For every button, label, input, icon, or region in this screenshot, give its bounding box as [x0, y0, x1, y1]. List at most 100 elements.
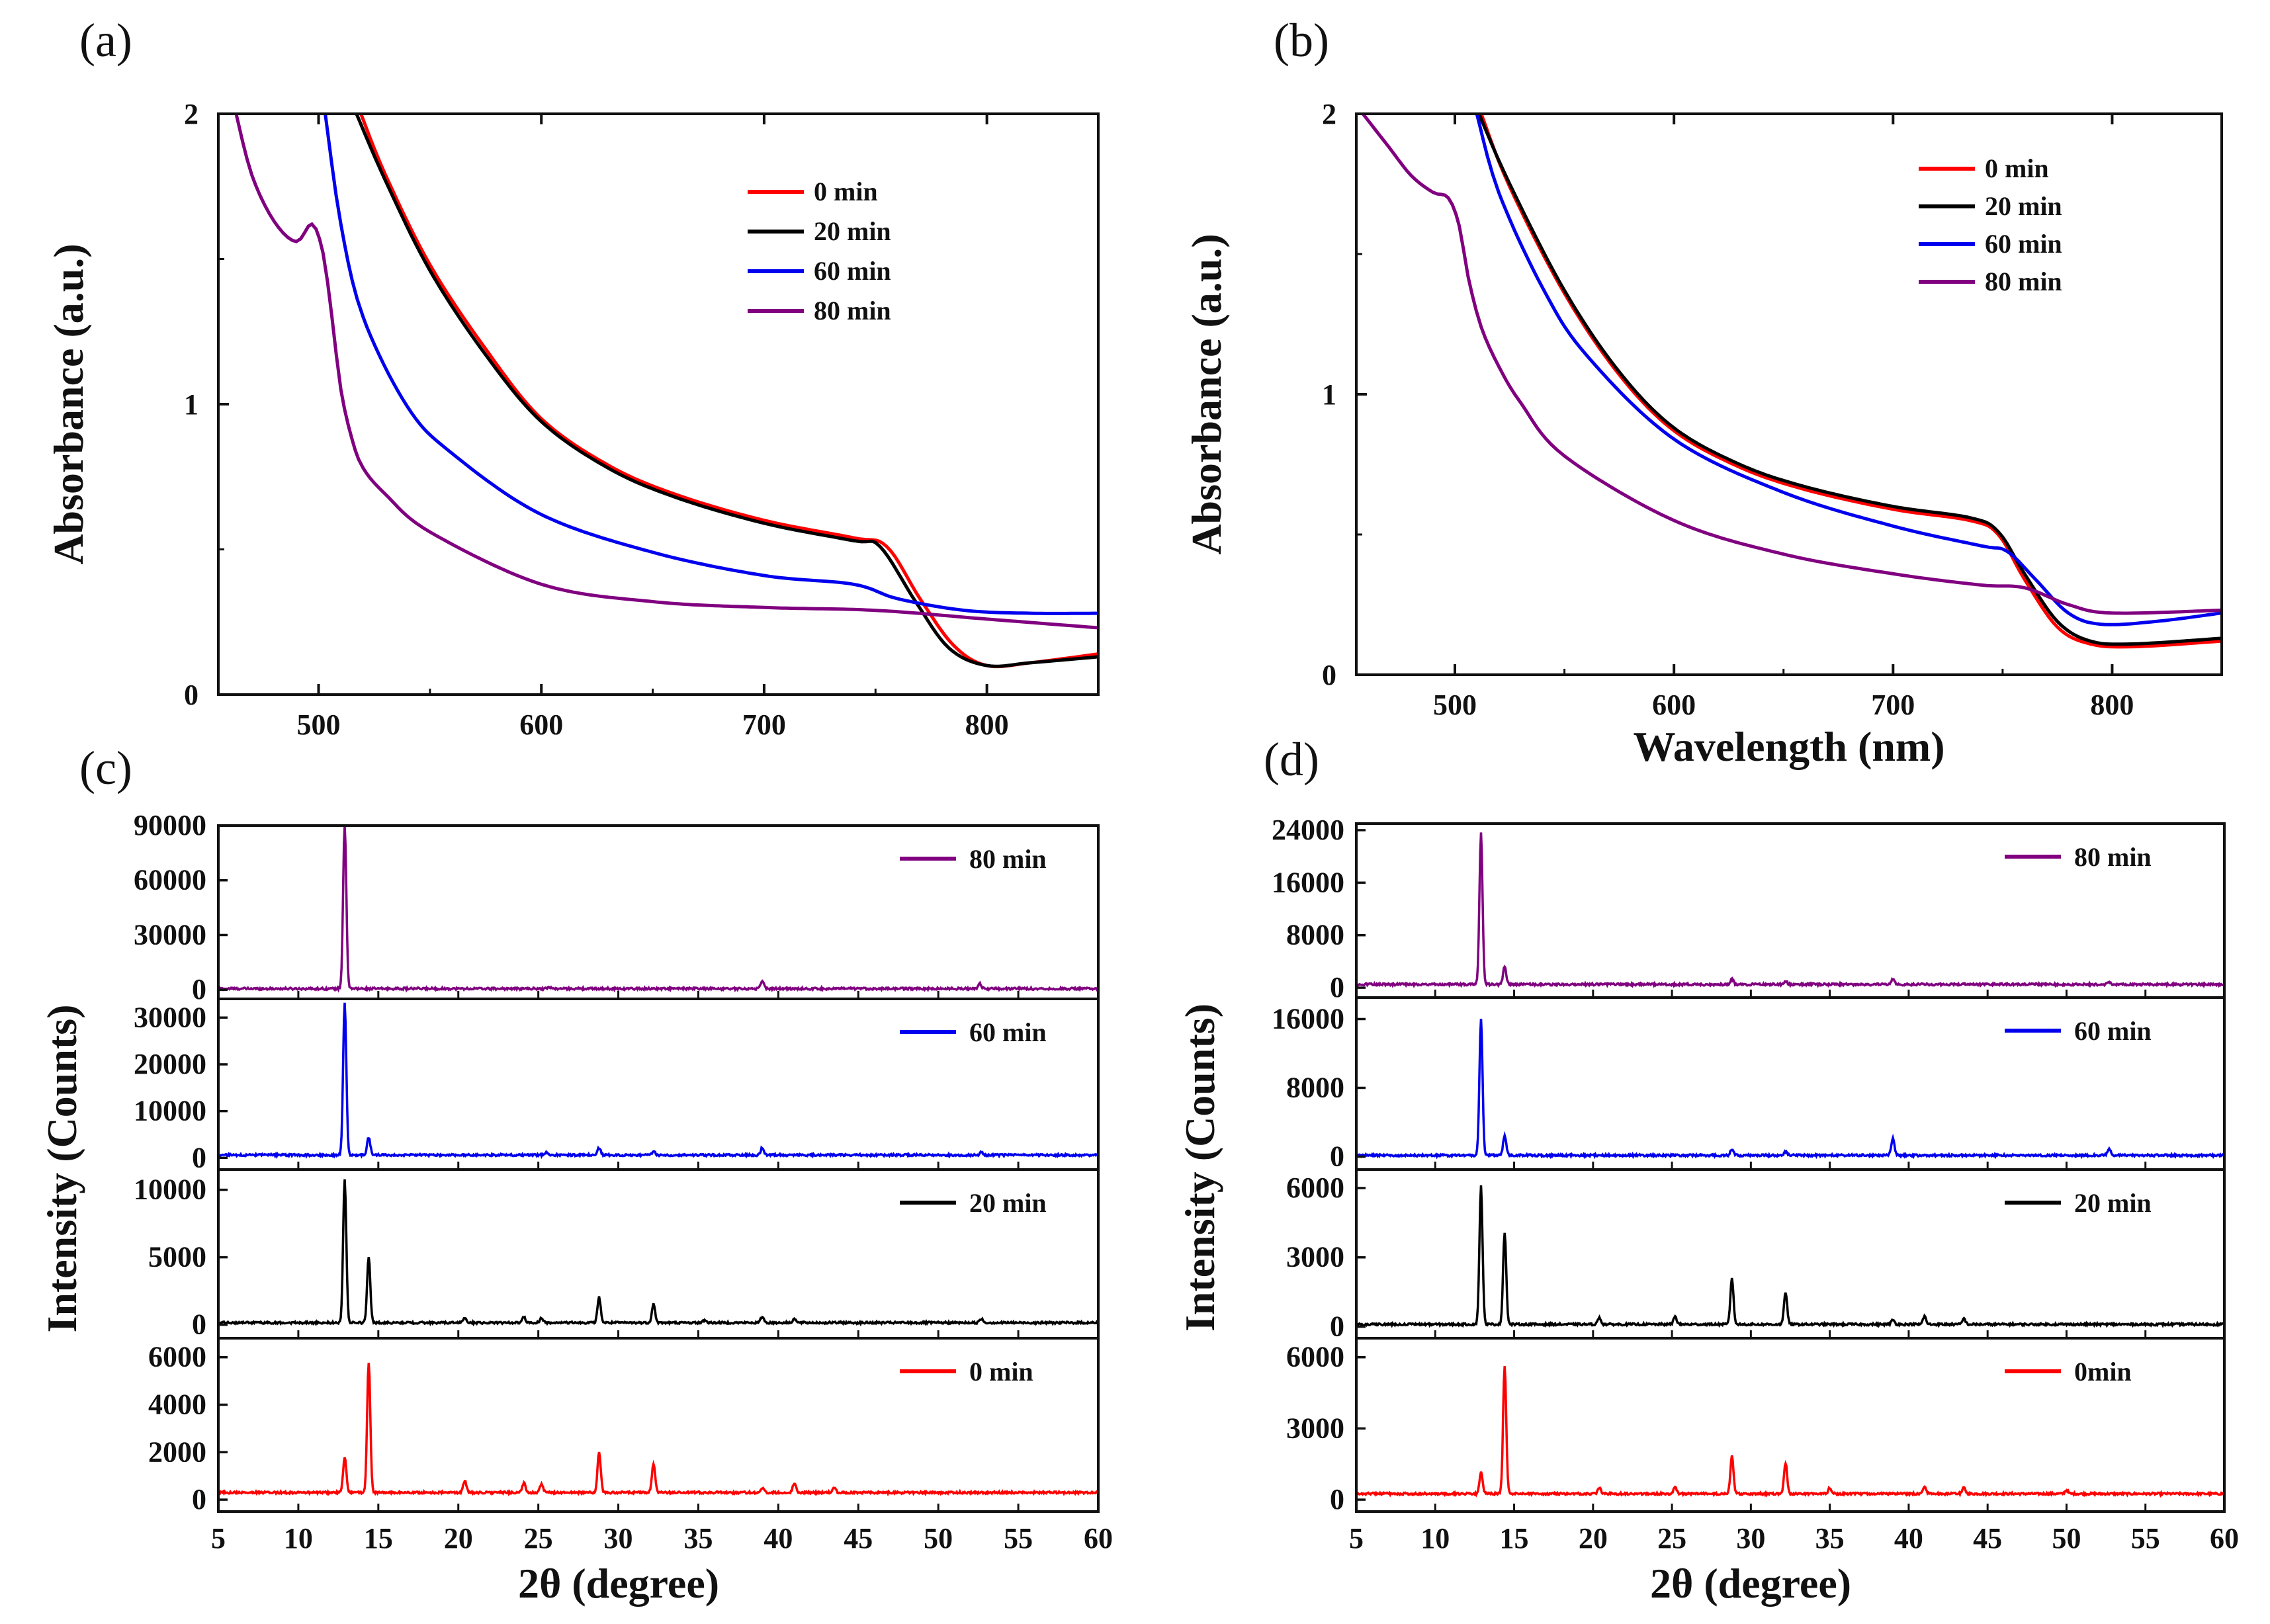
- x-tick-label: 55: [2131, 1522, 2160, 1555]
- panel-d: (d) 0 8000 16000 24000 80 min 0 8000 16000 60 min…: [1176, 733, 2239, 1607]
- x-tick-label: 800: [2090, 689, 2134, 721]
- x-tick-label: 500: [297, 708, 341, 741]
- y-tick-label: 0: [1322, 659, 1336, 691]
- y-tick-label: 1: [184, 388, 198, 421]
- xrd-trace-t20: [1356, 1185, 2226, 1328]
- xrd-trace-t60: [1356, 1019, 2226, 1160]
- x-tick-label: 600: [1652, 689, 1696, 721]
- panel-letter: (d): [1264, 733, 1319, 786]
- y-tick-label: 0: [1330, 1483, 1344, 1516]
- y-tick-label: 8000: [1286, 919, 1344, 951]
- plot-area: [234, 114, 1098, 669]
- xrd-trace-t20: [217, 1179, 1099, 1327]
- x-tick-label: 50: [924, 1522, 953, 1555]
- plot-area: [1361, 114, 2222, 649]
- subplot-frame: [217, 998, 1100, 1171]
- series-line-t20: [355, 114, 1098, 668]
- x-tick-label: 800: [965, 708, 1009, 741]
- legend-label-t80: 80 min: [969, 844, 1047, 874]
- panel-letter: (c): [79, 742, 132, 794]
- y-axis-label: Intensity (Counts): [38, 1004, 85, 1332]
- xrd-trace-t80: [1356, 832, 2226, 989]
- y-tick-label: 2000: [148, 1435, 206, 1468]
- x-tick-label: 35: [683, 1522, 713, 1555]
- y-tick-label: 1: [1322, 378, 1336, 411]
- series-line-t60: [1475, 114, 2222, 626]
- y-tick-label: 3000: [1286, 1412, 1344, 1444]
- subplot-frame: [217, 1337, 1100, 1513]
- x-tick-label: 700: [1871, 689, 1915, 721]
- y-tick-label: 10000: [134, 1174, 206, 1206]
- x-tick-label: 20: [1579, 1522, 1608, 1555]
- axis-frame: [217, 112, 1100, 696]
- legend-label-t80: 80 min: [1985, 267, 2062, 296]
- y-tick-label: 0: [192, 1308, 206, 1341]
- xrd-trace-t80: [217, 825, 1099, 993]
- xrd-trace-t0: [218, 1363, 1099, 1497]
- y-tick-label: 0: [184, 679, 198, 711]
- y-tick-label: 4000: [148, 1388, 206, 1420]
- xrd-trace-t60: [218, 1002, 1100, 1160]
- y-tick-label: 0: [1330, 1310, 1344, 1343]
- x-tick-label: 35: [1815, 1522, 1845, 1555]
- y-tick-label: 90000: [134, 809, 206, 841]
- legend-label-t60: 60 min: [814, 256, 891, 286]
- y-tick-label: 0: [192, 1141, 206, 1174]
- x-tick-label: 55: [1004, 1522, 1033, 1555]
- y-tick-label: 16000: [1272, 1003, 1344, 1035]
- subplot-frame: [217, 824, 1100, 1000]
- legend-label-t20: 20 min: [2074, 1188, 2152, 1218]
- subplot-frame: [1355, 1337, 2226, 1513]
- x-axis-label: 2θ (degree): [1650, 1560, 1851, 1607]
- x-tick-label: 30: [604, 1522, 633, 1555]
- x-tick-label: 15: [364, 1522, 393, 1555]
- x-tick-label: 25: [524, 1522, 553, 1555]
- x-tick-label: 20: [444, 1522, 473, 1555]
- x-tick-label: 30: [1736, 1522, 1765, 1555]
- legend-label-t20: 20 min: [1985, 191, 2062, 221]
- legend-label-t60: 60 min: [969, 1017, 1047, 1047]
- x-tick-label: 600: [519, 708, 563, 741]
- y-tick-label: 0: [1330, 1140, 1344, 1173]
- y-tick-label: 20000: [134, 1048, 206, 1080]
- x-axis-label: Wavelength (nm): [1633, 723, 1944, 770]
- y-tick-label: 30000: [134, 918, 206, 951]
- y-tick-label: 3000: [1286, 1241, 1344, 1273]
- legend-label-t0: 0 min: [969, 1357, 1033, 1387]
- subplot-t80: 0 30000 60000 90000 80 min: [134, 809, 1100, 1005]
- y-tick-label: 60000: [134, 864, 206, 896]
- x-tick-label: 25: [1657, 1522, 1686, 1555]
- axis-frame: [1355, 112, 2223, 676]
- y-tick-label: 6000: [1286, 1341, 1344, 1373]
- y-axis-label: Absorbance (a.u.): [1183, 234, 1230, 554]
- subplot-t0: 0 2000 4000 6000 0 min: [148, 1337, 1100, 1516]
- legend-label-t80: 80 min: [2074, 842, 2152, 872]
- y-tick-label: 0: [1330, 971, 1344, 1004]
- y-tick-label: 30000: [134, 1001, 206, 1033]
- subplot-t60: 0 8000 16000 60 min: [1272, 996, 2226, 1173]
- series-line-t80: [1361, 114, 2222, 615]
- x-tick-label: 50: [2052, 1522, 2081, 1555]
- x-tick-label: 45: [844, 1522, 873, 1555]
- legend-label-t0: 0 min: [814, 177, 878, 206]
- y-tick-label: 2: [184, 98, 198, 130]
- y-tick-label: 8000: [1286, 1072, 1344, 1104]
- subplot-t0: 0 3000 6000 0min: [1286, 1337, 2226, 1516]
- x-tick-label: 15: [1500, 1522, 1529, 1555]
- series-line-t80: [234, 114, 1098, 630]
- xrd-trace-t0: [1355, 1366, 2226, 1498]
- series-line-t20: [1477, 114, 2222, 646]
- subplot-frame: [217, 1168, 1100, 1340]
- legend-label-t60: 60 min: [1985, 229, 2062, 259]
- legend-label-t20: 20 min: [814, 216, 891, 246]
- y-axis-label: Intensity (Counts): [1176, 1004, 1223, 1332]
- x-tick-label: 700: [742, 708, 786, 741]
- legend-label-t0: 0 min: [1985, 153, 2049, 183]
- y-tick-label: 5000: [148, 1241, 206, 1273]
- panel-b: (b) 500 600 700 800 0 1 2 Absorbance (a.u.) Wavel…: [1183, 14, 2223, 770]
- series-line-t0: [359, 114, 1098, 669]
- x-axis-label: 2θ (degree): [518, 1560, 719, 1607]
- y-tick-label: 2: [1322, 98, 1336, 130]
